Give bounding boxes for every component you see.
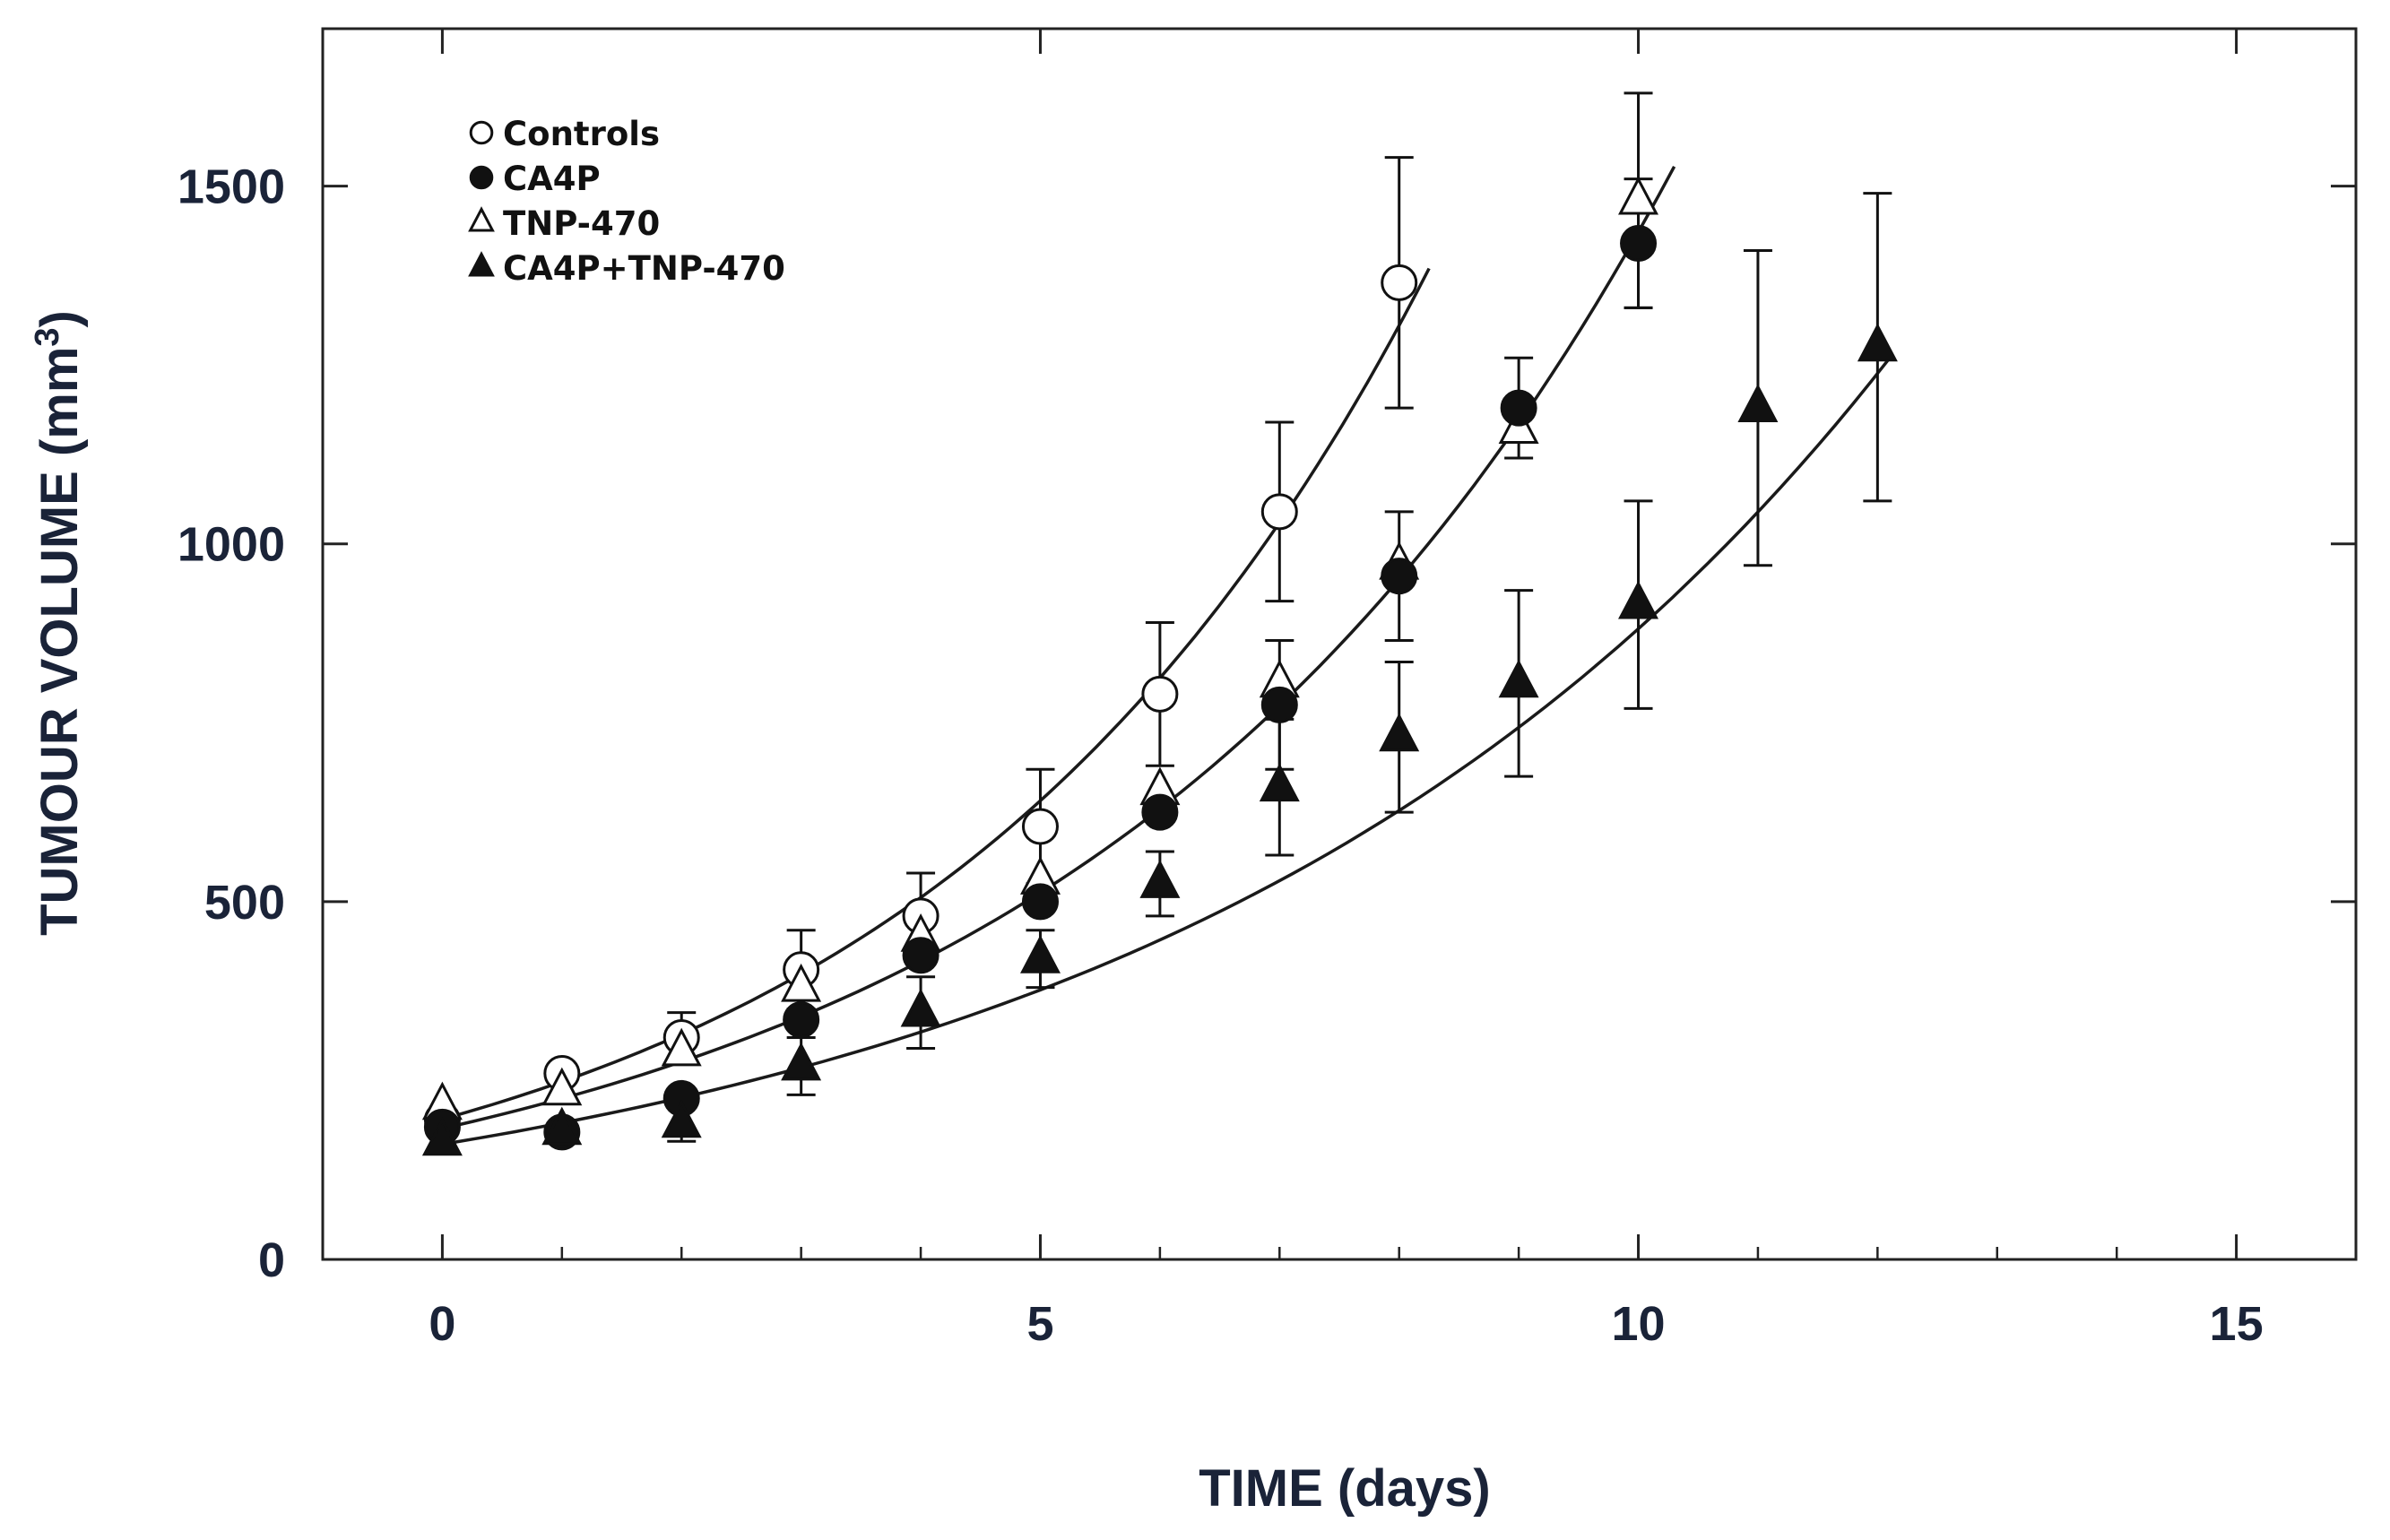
legend-entry: TNP-470 xyxy=(468,204,660,243)
y-tick-label: 1500 xyxy=(178,160,285,214)
data-point-controls xyxy=(1141,675,1179,713)
data-point-ca4p xyxy=(1620,224,1658,262)
legend-marker xyxy=(468,251,495,277)
data-point-ca4p xyxy=(1260,686,1298,723)
x-axis-title: TIME (days) xyxy=(1199,1459,1491,1518)
x-tick-label: 0 xyxy=(429,1297,455,1351)
data-point-ca4p xyxy=(1500,389,1537,427)
data-point-tnp-470 xyxy=(1618,176,1658,215)
data-point-ca4p-tnp-470 xyxy=(1498,659,1539,698)
legend-label: CA4P xyxy=(503,160,601,198)
fit-curves-layer xyxy=(441,165,1892,1146)
x-tick-label: 10 xyxy=(1611,1297,1665,1351)
legend-label: Controls xyxy=(503,115,660,153)
legend-marker xyxy=(469,165,494,190)
legend-entry: Controls xyxy=(469,115,660,153)
plot-frame xyxy=(321,27,2358,1261)
legend-marker xyxy=(469,120,494,145)
y-tick-label: 500 xyxy=(204,876,285,930)
data-point-ca4p xyxy=(1381,558,1418,595)
data-point-ca4p-tnp-470 xyxy=(541,1106,583,1146)
legend-entry: CA4P xyxy=(469,160,601,198)
data-point-ca4p-tnp-470 xyxy=(1618,580,1658,619)
legend-label: CA4P+TNP-470 xyxy=(503,249,785,288)
error-bars-layer xyxy=(667,91,1892,1143)
data-point-ca4p-tnp-470 xyxy=(1020,934,1061,973)
data-point-controls xyxy=(1021,808,1059,845)
data-markers-layer xyxy=(421,176,1898,1156)
legend: Controls CA4P TNP-470 CA4P+TNP-470 xyxy=(468,115,785,288)
fit-curve-ca4p xyxy=(442,165,1676,1130)
fit-curve-ca4p-tnp-470 xyxy=(442,357,1892,1146)
x-tick-label: 15 xyxy=(2210,1297,2264,1351)
data-point-ca4p xyxy=(1141,793,1179,831)
y-tick-label: 1000 xyxy=(178,518,285,572)
plot-frame-layer xyxy=(321,27,2358,1261)
data-point-ca4p-tnp-470 xyxy=(900,988,941,1027)
data-point-ca4p-tnp-470 xyxy=(1379,713,1420,752)
data-point-ca4p-tnp-470 xyxy=(661,1099,702,1138)
tick-labels-layer: 0 5 10 15 0 500 1000 1500 xyxy=(178,160,2264,1351)
data-point-controls xyxy=(1381,264,1418,301)
y-axis-title-suffix: ) xyxy=(30,310,89,327)
data-point-ca4p xyxy=(1021,883,1059,921)
data-point-ca4p-tnp-470 xyxy=(1259,763,1300,802)
data-point-ca4p-tnp-470 xyxy=(421,1117,463,1156)
x-tick-label: 5 xyxy=(1026,1297,1053,1351)
data-point-controls xyxy=(1260,493,1298,531)
legend-label: TNP-470 xyxy=(503,204,660,243)
data-point-tnp-470 xyxy=(541,1067,583,1106)
legend-entry: CA4P+TNP-470 xyxy=(468,249,785,288)
legend-marker xyxy=(468,206,495,232)
data-point-tnp-470 xyxy=(781,963,822,1002)
data-point-ca4p xyxy=(902,937,940,974)
data-point-ca4p-tnp-470 xyxy=(1139,860,1181,898)
data-point-ca4p-tnp-470 xyxy=(1857,323,1898,362)
y-axis-title-superscript: 3 xyxy=(29,327,66,346)
data-point-ca4p-tnp-470 xyxy=(1737,384,1779,422)
data-point-ca4p xyxy=(783,1001,820,1039)
y-axis-title: TUMOUR VOLUME (mm3) xyxy=(29,310,89,936)
y-axis-title-main: TUMOUR VOLUME (mm xyxy=(30,347,89,936)
data-point-ca4p-tnp-470 xyxy=(781,1042,822,1081)
fit-curve-controls xyxy=(441,267,1431,1121)
y-tick-label: 0 xyxy=(258,1233,285,1287)
data-point-tnp-470 xyxy=(661,1027,702,1067)
